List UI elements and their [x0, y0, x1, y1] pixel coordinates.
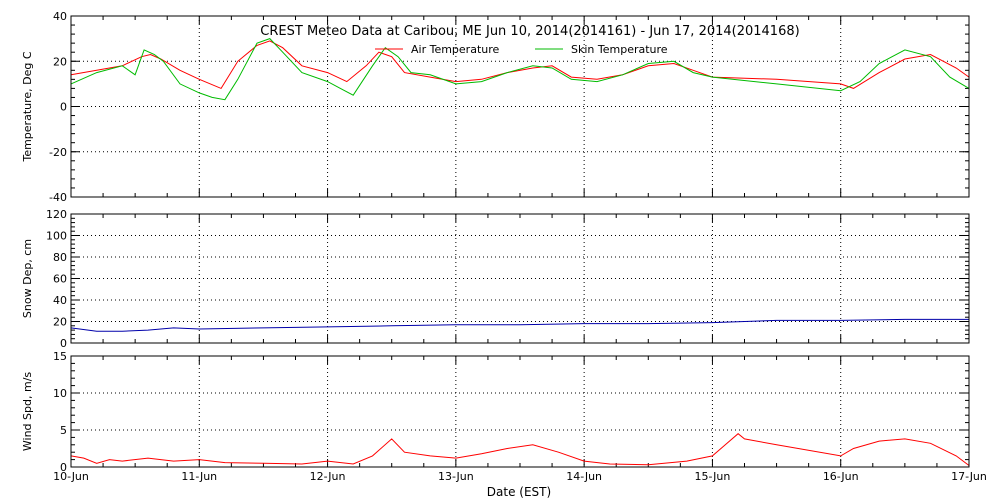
- y-tick-label: 100: [46, 230, 67, 243]
- y-tick-label: 40: [53, 10, 67, 23]
- chart-title: CREST Meteo Data at Caribou, ME Jun 10, …: [260, 24, 799, 39]
- y-tick-label: 40: [53, 294, 67, 307]
- x-tick-label: 16-Jun: [823, 470, 859, 483]
- panel-frame: [70, 213, 970, 344]
- y-tick-label: 15: [53, 350, 67, 363]
- panel-frame: [70, 355, 970, 468]
- legend-label-2: Skin Temperature: [571, 43, 668, 56]
- x-tick-label: 15-Jun: [695, 470, 731, 483]
- series-line-1: [70, 433, 970, 466]
- y-tick-label: 0: [60, 337, 67, 350]
- x-tick-label: 17-Jun: [951, 470, 987, 483]
- series-line-1: [70, 40, 970, 90]
- y-tick-label: 20: [53, 55, 67, 68]
- y-tick-label: 0: [60, 101, 67, 114]
- x-axis-label: Date (EST): [487, 485, 551, 499]
- x-tick-label: 12-Jun: [310, 470, 346, 483]
- x-tick-label: 14-Jun: [566, 470, 602, 483]
- series-line-1: [70, 318, 969, 332]
- y-tick-label: 20: [53, 316, 67, 329]
- legend-label-1: Air Temperature: [411, 43, 500, 56]
- y-axis-label: Snow Dep, cm: [21, 239, 34, 318]
- y-axis-label: Temperature, Deg C: [21, 51, 34, 162]
- y-tick-label: 120: [46, 208, 67, 221]
- x-tick-label: 13-Jun: [438, 470, 474, 483]
- panel-2: 120 100 80 60 40 20 0 Snow Dep, cm: [21, 208, 970, 350]
- y-tick-label: 80: [53, 251, 67, 264]
- series-line-2: [70, 38, 970, 101]
- x-tick-label: 10-Jun: [53, 470, 89, 483]
- panel-3: 15 10 5 0 Wind Spd, m/s: [21, 350, 970, 474]
- y-tick-label: 0: [60, 461, 67, 474]
- y-tick-label: -20: [49, 146, 67, 159]
- y-tick-label: 5: [60, 424, 67, 437]
- y-tick-label: 60: [53, 273, 67, 286]
- y-tick-label: -40: [49, 191, 67, 204]
- y-axis-label: Wind Spd, m/s: [21, 372, 34, 452]
- panel-1: 40 20 0 -20 -40 Temperature, Deg C: [21, 10, 970, 204]
- legend: Air Temperature Skin Temperature: [375, 43, 668, 56]
- x-tick-label: 11-Jun: [181, 470, 217, 483]
- panel-frame: [70, 15, 970, 198]
- x-axis: 10-Jun 11-Jun 12-Jun 13-Jun 14-Jun 15-Jun 16-J…: [53, 470, 987, 483]
- y-tick-label: 10: [53, 387, 67, 400]
